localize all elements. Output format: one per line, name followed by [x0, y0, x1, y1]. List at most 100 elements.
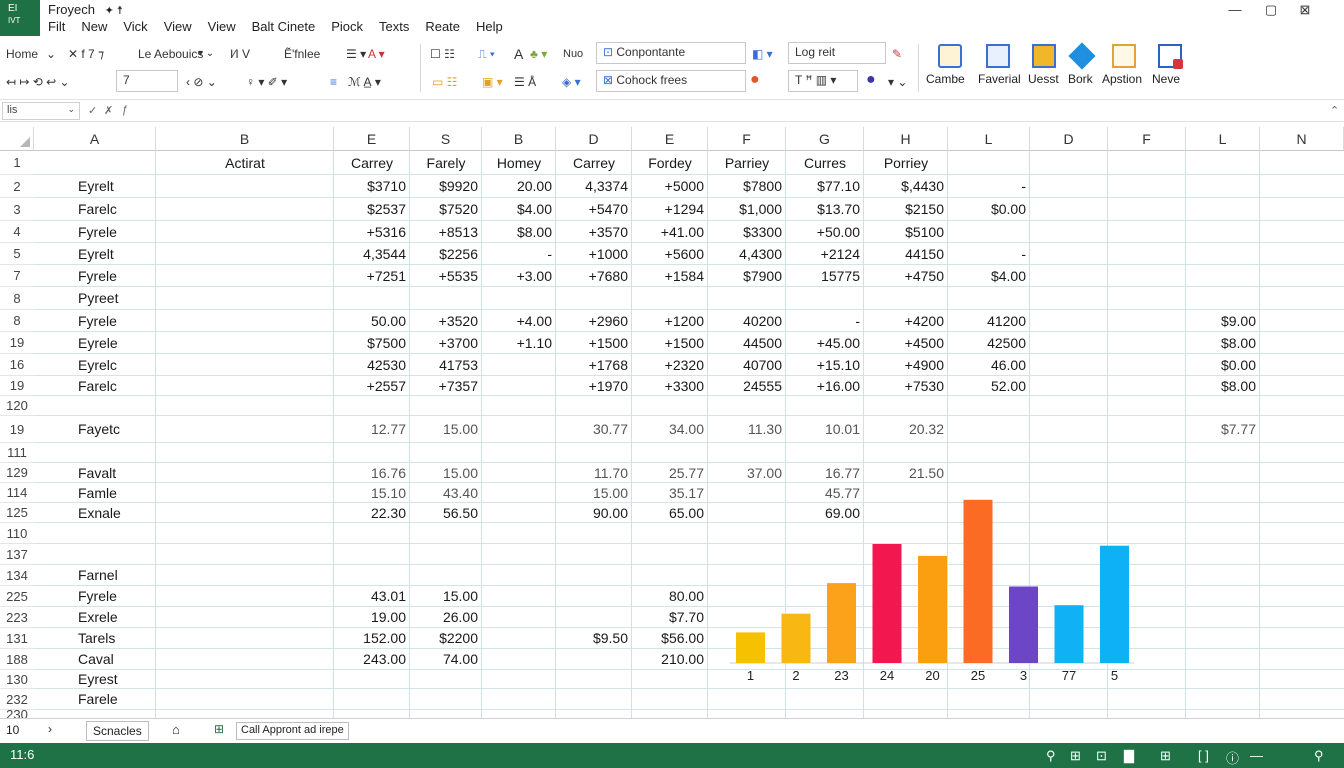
- chart-bar[interactable]: [872, 544, 902, 663]
- table-cell[interactable]: 69.00: [824, 505, 860, 521]
- row-header[interactable]: 114: [0, 483, 34, 503]
- neve-button[interactable]: Neve: [1152, 72, 1181, 86]
- table-cell[interactable]: 15.00: [592, 485, 628, 501]
- menu-new[interactable]: New: [81, 19, 108, 34]
- table-cell[interactable]: $4.00: [516, 201, 552, 217]
- table-cell[interactable]: $2256: [439, 246, 478, 262]
- neve-icon[interactable]: [1158, 44, 1183, 69]
- row-header[interactable]: 3: [0, 198, 34, 221]
- insert-button[interactable]: Ẽ'fnlee: [284, 47, 321, 61]
- table-cell[interactable]: $0.00: [990, 201, 1026, 217]
- search-icon[interactable]: ⚲: [1046, 748, 1056, 763]
- table-cell[interactable]: 43.40: [442, 485, 478, 501]
- color-scale-icon[interactable]: ◧ ▾: [752, 47, 773, 61]
- table-cell[interactable]: 15.00: [442, 421, 478, 437]
- close-icon[interactable]: ⊠: [1299, 2, 1311, 17]
- table-cell[interactable]: $5100: [905, 224, 944, 240]
- table-cell[interactable]: 16.76: [370, 465, 406, 481]
- table-cell[interactable]: 26.00: [442, 609, 478, 625]
- table-cell[interactable]: Farnel: [78, 567, 118, 583]
- table-cell[interactable]: +4500: [904, 335, 944, 351]
- user-orange-icon[interactable]: ●: [750, 71, 760, 88]
- table-cell[interactable]: 41753: [439, 357, 478, 373]
- column-header[interactable]: S: [410, 127, 482, 151]
- table-cell[interactable]: +5316: [366, 224, 406, 240]
- table-cell[interactable]: $77.10: [817, 178, 860, 194]
- table-cell[interactable]: 10.01: [824, 421, 860, 437]
- table-cell[interactable]: $2537: [367, 201, 406, 217]
- no-label[interactable]: Nuo: [563, 48, 584, 60]
- table-cell[interactable]: +3520: [438, 313, 478, 329]
- table-cell[interactable]: +4750: [904, 268, 944, 284]
- table-cell[interactable]: +3.00: [516, 268, 552, 284]
- menu-piock[interactable]: Piock: [331, 19, 363, 34]
- row-header[interactable]: 120: [0, 396, 34, 416]
- table-cell[interactable]: $13.70: [817, 201, 860, 217]
- table-icon[interactable]: ⊞: [1160, 748, 1171, 763]
- log-select[interactable]: Log reit: [788, 42, 886, 64]
- cambe-icon[interactable]: [938, 44, 962, 68]
- menu-reate[interactable]: Reate: [425, 19, 461, 34]
- list-icons[interactable]: ☰ Å: [514, 75, 537, 89]
- table-cell[interactable]: 22.30: [370, 505, 406, 521]
- font-name-select[interactable]: Le Aebouics: [138, 47, 204, 61]
- table-cell[interactable]: -: [1021, 246, 1026, 262]
- column-header[interactable]: E: [632, 127, 708, 151]
- table-cell[interactable]: Fyrele: [78, 268, 117, 284]
- check-mark-icon[interactable]: ✓: [88, 105, 98, 117]
- home-label[interactable]: Home: [6, 47, 39, 61]
- column-header[interactable]: F: [1108, 127, 1186, 151]
- table-cell[interactable]: 4,3374: [585, 178, 628, 194]
- row-header[interactable]: 134: [0, 565, 34, 586]
- bork-button[interactable]: Bork: [1068, 72, 1093, 86]
- table-cell[interactable]: 34.00: [668, 421, 704, 437]
- table-cell[interactable]: Actirat: [225, 155, 265, 171]
- table-cell[interactable]: $,4430: [901, 178, 944, 194]
- chart-bar[interactable]: [963, 499, 993, 663]
- menu-vick[interactable]: Vick: [123, 19, 148, 34]
- column-header[interactable]: D: [1030, 127, 1108, 151]
- table-cell[interactable]: Farely: [426, 155, 466, 171]
- table-cell[interactable]: 11.70: [594, 465, 628, 481]
- row-header[interactable]: 125: [0, 503, 34, 523]
- name-box[interactable]: lis ⌄: [2, 102, 80, 120]
- column-header[interactable]: L: [1186, 127, 1260, 151]
- fx-icon[interactable]: ƒ: [122, 104, 129, 116]
- sheet-nav-next-icon[interactable]: ›: [48, 722, 52, 736]
- table-cell[interactable]: Exnale: [78, 505, 121, 521]
- table-cell[interactable]: -: [547, 246, 552, 262]
- table-cell[interactable]: Famle: [78, 485, 117, 501]
- column-header[interactable]: G: [786, 127, 864, 151]
- table-cell[interactable]: +7680: [588, 268, 628, 284]
- minimize-icon[interactable]: —: [1228, 2, 1242, 17]
- table-cell[interactable]: +1584: [664, 268, 704, 284]
- table-cell[interactable]: +2557: [366, 378, 406, 394]
- chart-bar[interactable]: [1009, 586, 1038, 664]
- home-sheet-icon[interactable]: ⌂: [172, 722, 180, 737]
- table-cell[interactable]: +3570: [588, 224, 628, 240]
- table-cell[interactable]: +1200: [664, 313, 704, 329]
- undo-redo-icons[interactable]: ↤ ↦ ⟲ ↩ ⌄: [6, 75, 70, 89]
- table-cell[interactable]: Pyreet: [78, 290, 119, 306]
- table-cell[interactable]: $7500: [367, 335, 406, 351]
- table-cell[interactable]: 42500: [987, 335, 1026, 351]
- fill-icon[interactable]: ◈ ▾: [562, 75, 581, 89]
- table-cell[interactable]: +1768: [588, 357, 628, 373]
- row-header[interactable]: 8: [0, 310, 34, 332]
- row-header[interactable]: 2: [0, 175, 34, 198]
- column-header[interactable]: D: [556, 127, 632, 151]
- table-cell[interactable]: $3710: [367, 178, 406, 194]
- shape-icon[interactable]: ♣ ▾: [530, 47, 548, 61]
- folder-icon[interactable]: ▭ ☷: [432, 75, 458, 89]
- table-cell[interactable]: 52.00: [990, 378, 1026, 394]
- row-header[interactable]: 188: [0, 649, 34, 670]
- table-cell[interactable]: $8.00: [516, 224, 552, 240]
- table-cell[interactable]: 11.30: [748, 421, 782, 437]
- table-cell[interactable]: +16.00: [816, 378, 860, 394]
- table-cell[interactable]: 20.00: [516, 178, 552, 194]
- menu-texts[interactable]: Texts: [378, 19, 410, 34]
- row-header[interactable]: 137: [0, 544, 34, 565]
- apstion-button[interactable]: Apstion: [1102, 72, 1143, 86]
- table-cell[interactable]: Tarels: [78, 630, 116, 646]
- table-cell[interactable]: +7530: [904, 378, 944, 394]
